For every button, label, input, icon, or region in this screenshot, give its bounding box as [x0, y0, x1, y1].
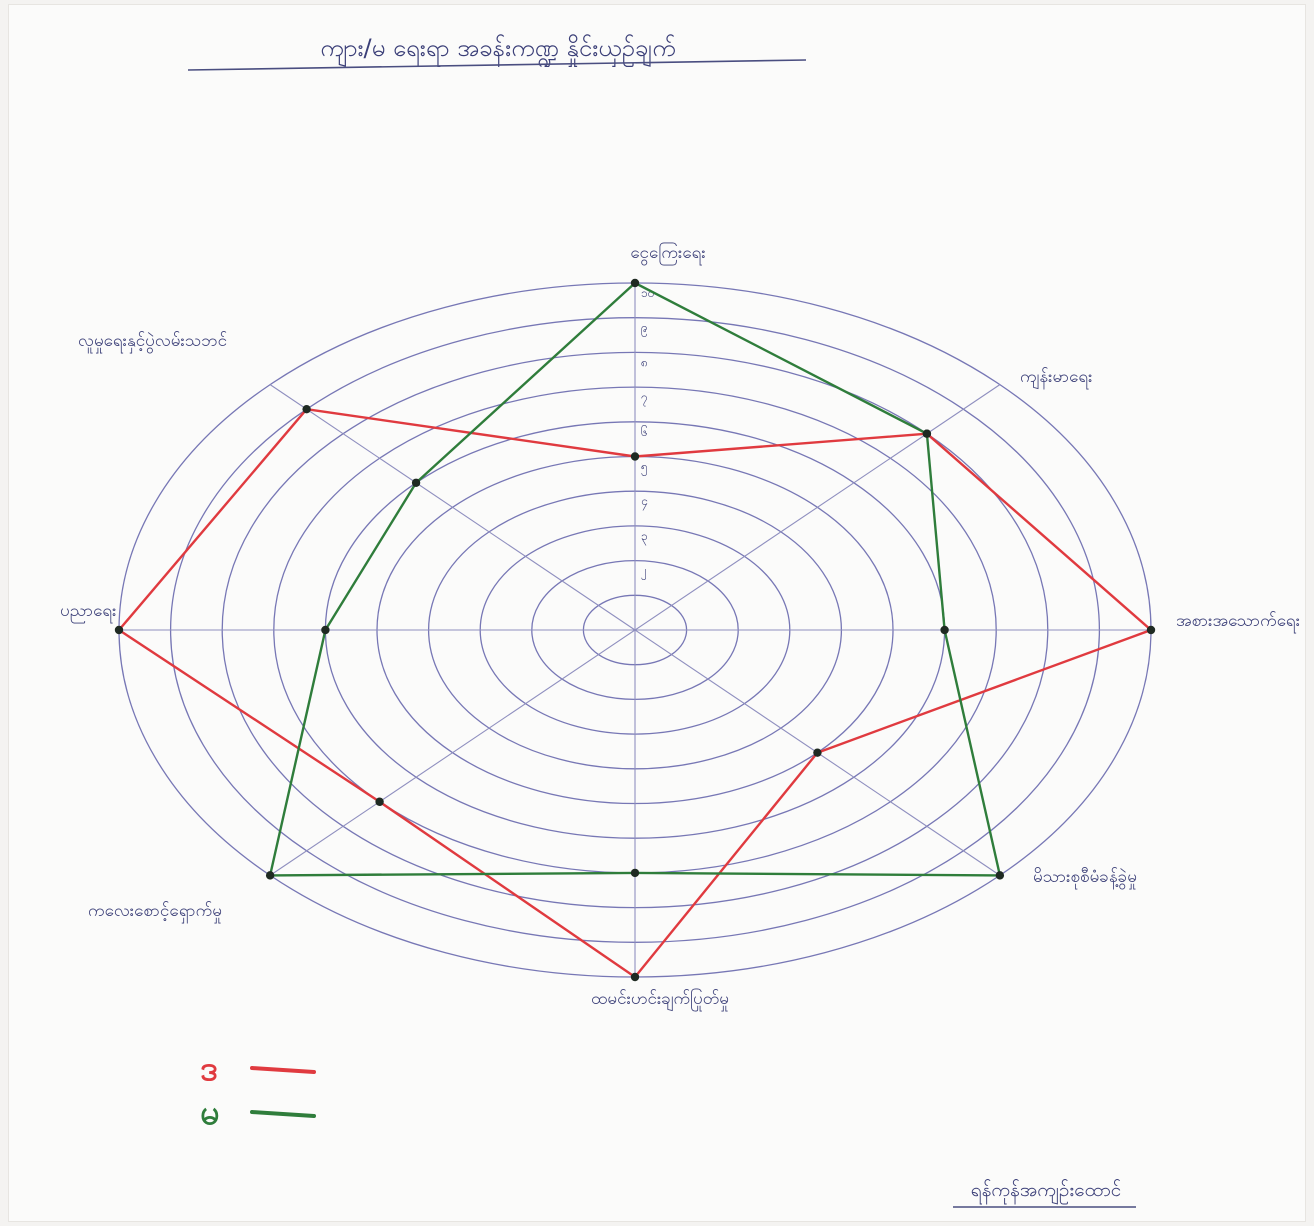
legend: ဒမ	[200, 1049, 316, 1133]
data-point	[114, 625, 124, 635]
tick-label: ၂	[641, 564, 647, 581]
tick-label: ၅	[641, 460, 648, 477]
legend-label: မ	[200, 1093, 219, 1133]
axis-label: အစားအသောက်ရေး	[1176, 611, 1300, 634]
data-point	[411, 478, 421, 487]
title-underline	[187, 59, 807, 71]
axis-labels: ငွေကြေးရေးကျန်းမာရေးအစားအသောက်ရေးမိသားစု…	[60, 241, 1300, 1012]
data-point	[302, 404, 311, 414]
axis-label: မိသားစုစီမံခန့်ခွဲမှု	[1033, 867, 1137, 890]
data-point	[630, 972, 640, 982]
tick-label: ၆	[641, 424, 648, 439]
data-point	[995, 871, 1005, 880]
data-point	[940, 625, 949, 635]
data-point	[922, 429, 932, 438]
axis-label: ကျန်းမာရေး	[1020, 367, 1092, 390]
data-point	[265, 871, 275, 880]
data-point	[630, 452, 640, 461]
axis-label: လူမှုရေးနှင့်ပွဲလမ်းသဘင်	[78, 331, 227, 354]
tick-label: ၁၀	[641, 286, 655, 300]
tick-label: ၉	[641, 321, 648, 338]
data-point	[1146, 625, 1156, 635]
data-point	[375, 797, 384, 806]
axis-label: ငွေကြေးရေး	[630, 241, 705, 266]
data-point	[321, 625, 330, 635]
axis-label: ထမင်းဟင်းချက်ပြုတ်မှု	[591, 987, 729, 1012]
series-layer	[114, 278, 1156, 982]
radial-tick-labels: ၂ ၃ ၄ ၅ ၆ ၇ ၈ ၉ ၁၀	[641, 286, 655, 581]
axis-spoke	[634, 384, 1001, 631]
paper-sheet: ကျား/မ ရေးရာ အခန်းကဏ္ဍ နှိုင်းယှဉ်ချက် ၂…	[8, 4, 1306, 1222]
tick-label: ၈	[641, 355, 648, 369]
data-point	[630, 278, 640, 288]
legend-swatch	[250, 1110, 316, 1118]
radar-spokes	[119, 283, 1151, 977]
footer-label: ရန်ကုန်အကျဉ်းထောင်	[971, 1178, 1122, 1205]
data-point	[630, 868, 640, 878]
axis-label: ပညာရေး	[60, 601, 116, 624]
legend-label: ဒ	[200, 1049, 218, 1089]
radar-chart: ကျား/မ ရေးရာ အခန်းကဏ္ဍ နှိုင်းယှဉ်ချက် ၂…	[60, 33, 1300, 1208]
legend-swatch	[250, 1066, 316, 1074]
data-point	[813, 748, 822, 757]
tick-label: ၄	[641, 494, 648, 511]
axis-spoke	[269, 384, 636, 631]
axis-label: ကလေးစောင့်ရှောက်မှု	[88, 901, 222, 924]
tick-label: ၇	[641, 390, 648, 407]
tick-label: ၃	[641, 529, 648, 546]
axis-spoke	[269, 629, 636, 876]
